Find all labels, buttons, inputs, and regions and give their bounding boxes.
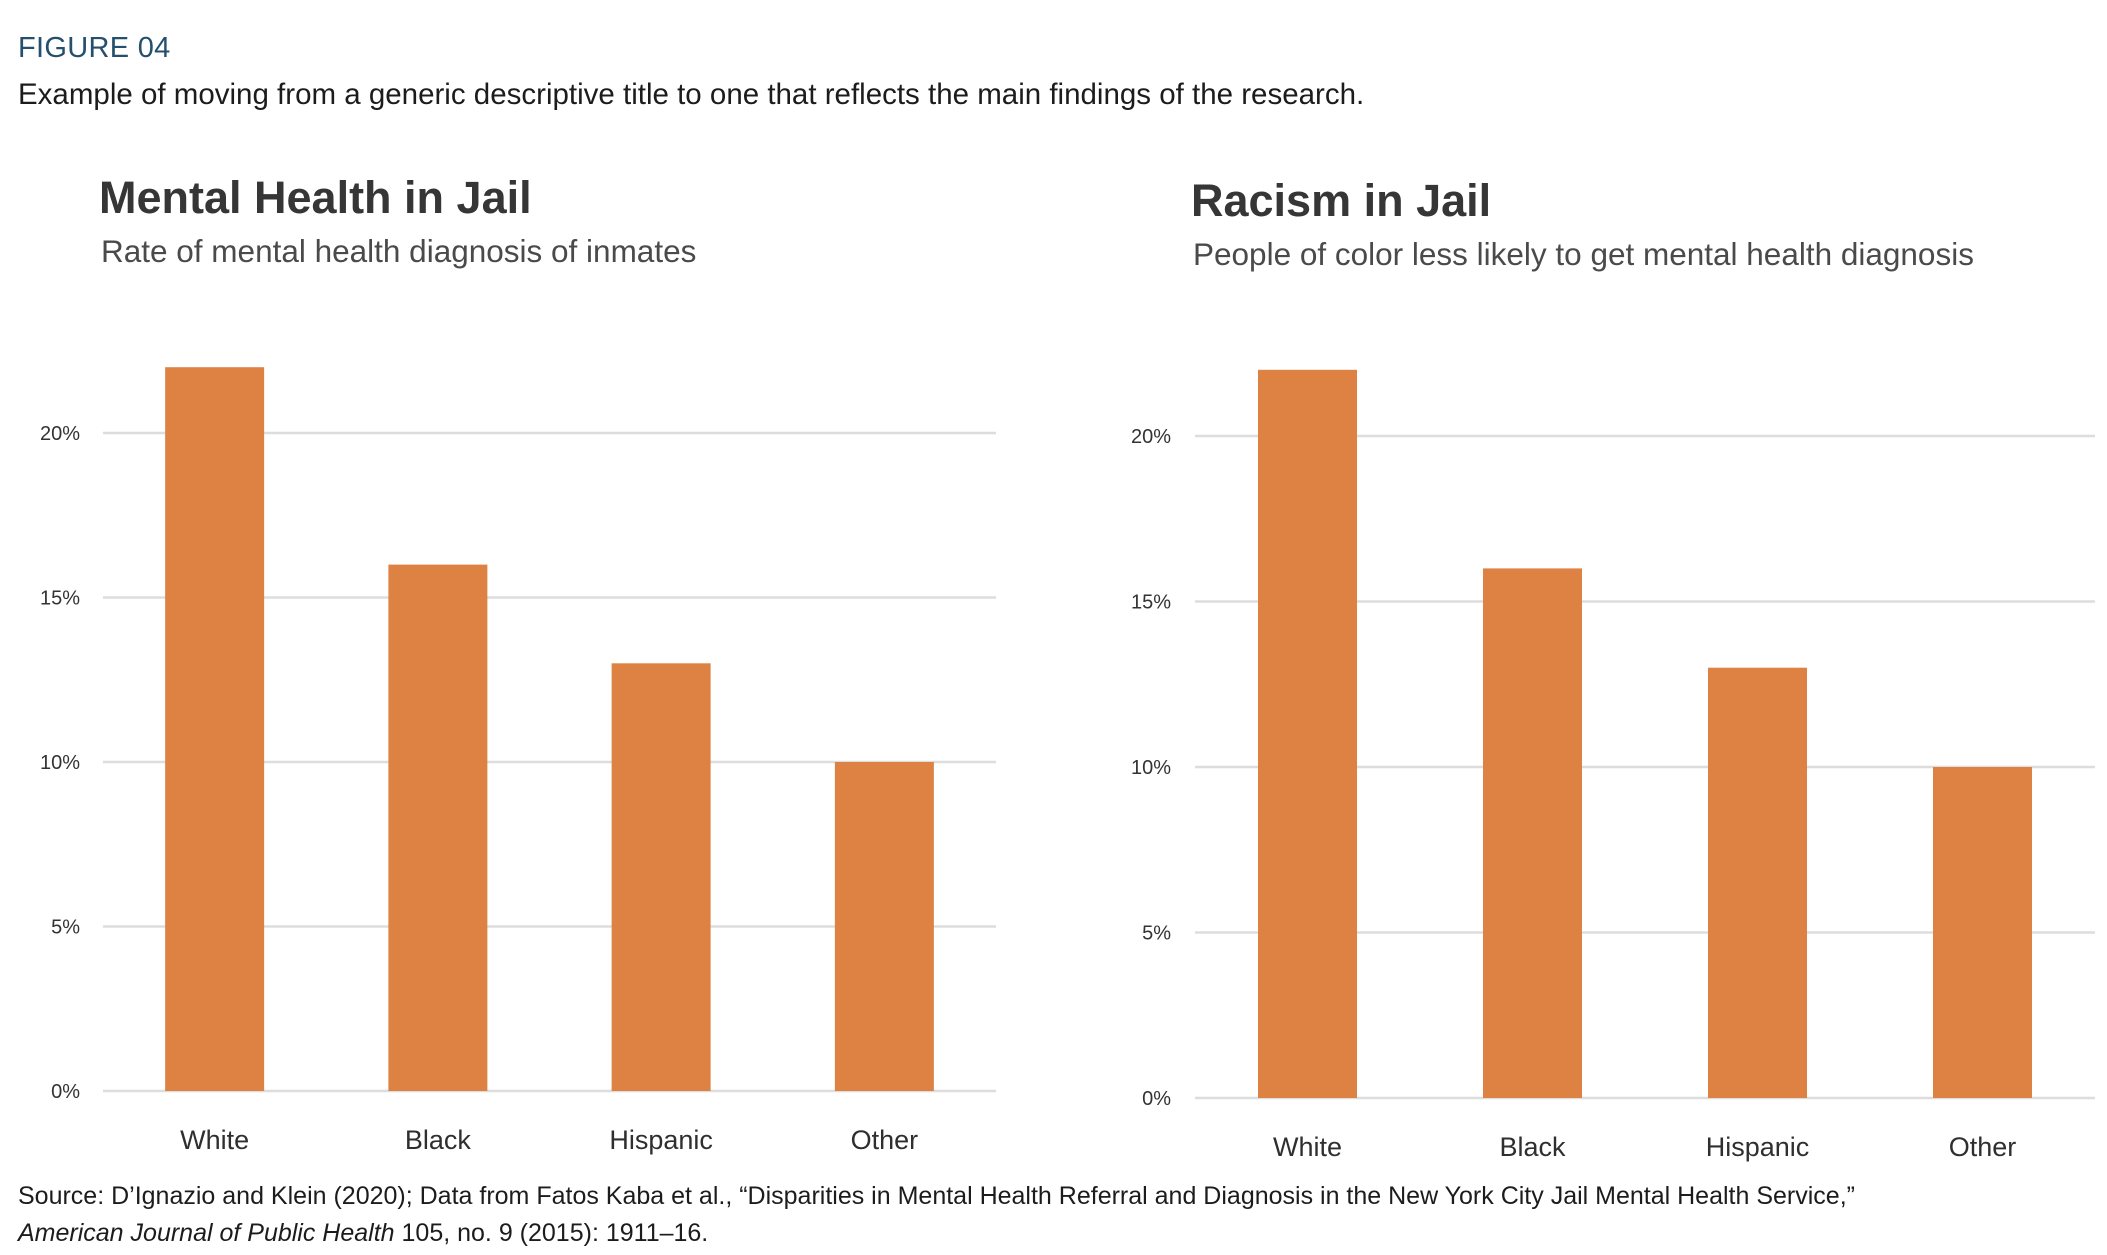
bar-hispanic	[1708, 667, 1807, 1098]
y-tick-label: 5%	[1142, 923, 1171, 945]
figure-description: Example of moving from a generic descrip…	[18, 78, 1365, 111]
chart-left: 0% 5% 10% 15% 20% White Black Hispanic Other	[40, 367, 996, 1155]
bar-black	[388, 564, 488, 1091]
x-category-label: White	[1273, 1132, 1342, 1162]
bar-other	[834, 762, 934, 1091]
bar-other	[1933, 767, 2032, 1098]
y-tick-label: 0%	[1142, 1088, 1171, 1110]
y-tick-label: 10%	[40, 752, 80, 774]
y-tick-label: 10%	[1131, 757, 1171, 779]
figure-label: FIGURE 04	[18, 32, 171, 64]
x-category-label: Other	[1949, 1132, 2017, 1162]
y-tick-label: 20%	[1131, 426, 1171, 448]
x-category-label: White	[180, 1125, 249, 1155]
x-category-label: Hispanic	[1706, 1132, 1810, 1162]
bar-white	[1258, 369, 1357, 1098]
chart-title-left: Mental Health in Jail	[99, 172, 532, 223]
y-tick-label: 20%	[40, 423, 80, 445]
y-tick-label: 5%	[51, 917, 80, 939]
chart-subtitle-left: Rate of mental health diagnosis of inmat…	[101, 233, 697, 269]
bar-hispanic	[611, 663, 711, 1091]
bar-black	[1483, 568, 1582, 1098]
bar-white	[165, 367, 265, 1091]
y-tick-label: 15%	[1131, 592, 1171, 614]
x-category-label: Other	[851, 1125, 919, 1155]
y-tick-label: 15%	[40, 588, 80, 610]
x-category-label: Black	[1499, 1132, 1566, 1162]
source-journal: American Journal of Public Health	[18, 1219, 395, 1247]
source-line-1: Source: D’Ignazio and Klein (2020); Data…	[18, 1182, 1855, 1210]
y-tick-label: 0%	[51, 1081, 80, 1103]
x-category-label: Black	[405, 1125, 472, 1155]
source-citation: 105, no. 9 (2015): 1911–16.	[394, 1219, 709, 1247]
chart-title-right: Racism in Jail	[1191, 175, 1492, 226]
x-category-label: Hispanic	[609, 1125, 713, 1155]
chart-right: 0% 5% 10% 15% 20% White Black Hispanic Other	[1131, 369, 2095, 1162]
source-line-2: American Journal of Public Health 105, n…	[18, 1219, 708, 1248]
chart-subtitle-right: People of color less likely to get menta…	[1193, 236, 1974, 272]
